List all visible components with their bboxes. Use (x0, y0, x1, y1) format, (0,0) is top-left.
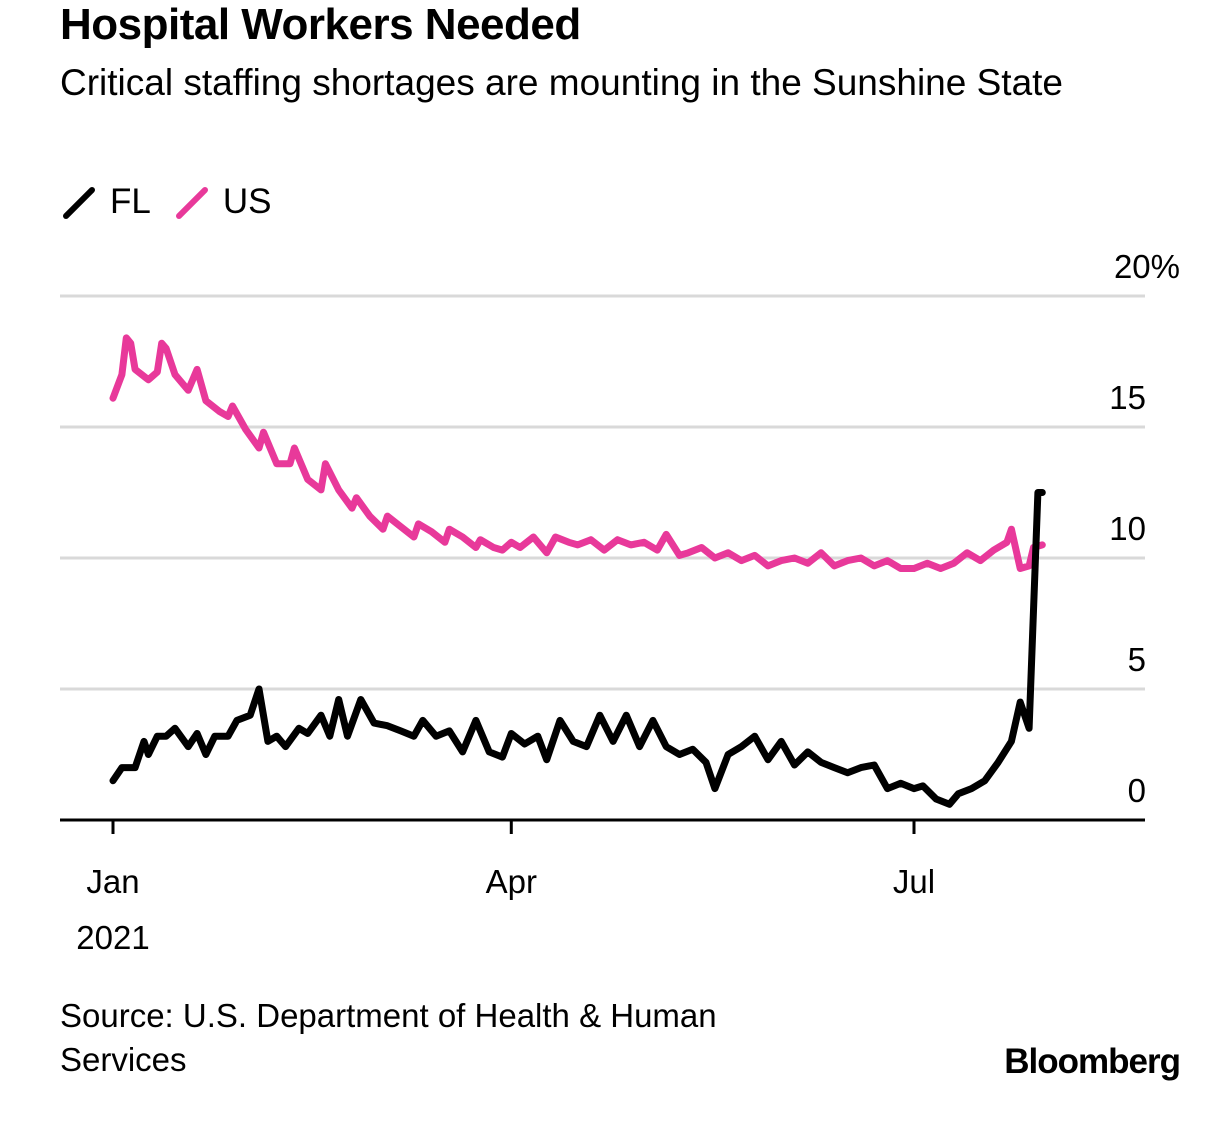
legend-item-fl: FL (60, 182, 151, 222)
series-line-fl (109, 489, 1046, 808)
x-tick-label-apr: Apr (486, 863, 537, 900)
legend-item-us: US (173, 182, 272, 222)
x-tick-label-jan: Jan (86, 863, 139, 900)
y-tick-label-0: 0 (1128, 772, 1146, 809)
line-chart: 0 5 10 15 20% Jan 2021 Apr Jul (60, 248, 1180, 956)
legend: FL US (60, 182, 293, 222)
brand-logo: Bloomberg (1004, 1042, 1181, 1081)
y-tick-label-20: 20% (1114, 248, 1180, 285)
series-line-us (109, 334, 1046, 572)
x-tick-label-jul: Jul (893, 863, 935, 900)
source-note: Source: U.S. Department of Health & Huma… (60, 997, 717, 1078)
y-tick-label-10: 10 (1109, 510, 1146, 547)
x-tick-sublabel-jan: 2021 (76, 919, 149, 956)
chart-subtitle: Critical staffing shortages are mounting… (60, 62, 1064, 103)
legend-label-us: US (222, 182, 272, 221)
chart-title: Hospital Workers Needed (60, 0, 581, 49)
y-tick-label-5: 5 (1128, 641, 1146, 678)
legend-swatch-us (175, 187, 208, 219)
legend-label-fl: FL (110, 182, 151, 221)
y-tick-label-15: 15 (1109, 379, 1146, 416)
legend-swatch-fl (63, 187, 95, 219)
